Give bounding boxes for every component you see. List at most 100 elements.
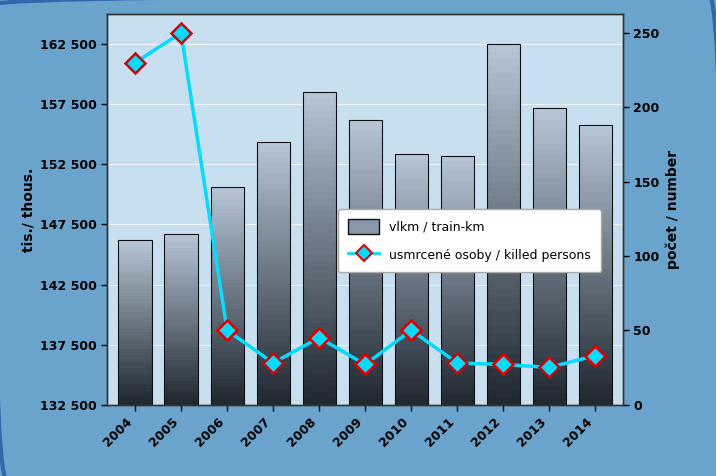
Bar <box>579 242 612 248</box>
Bar <box>118 348 152 352</box>
Bar <box>165 333 198 337</box>
Bar <box>118 306 152 309</box>
Bar <box>211 187 243 191</box>
Bar <box>487 347 520 354</box>
Bar <box>303 111 336 117</box>
Bar <box>349 291 382 297</box>
Bar <box>211 248 243 252</box>
Bar <box>256 247 290 252</box>
Bar <box>349 393 382 399</box>
Bar <box>533 316 566 322</box>
Bar <box>487 109 520 116</box>
Bar <box>533 298 566 304</box>
Bar <box>303 198 336 205</box>
Bar <box>487 80 520 88</box>
Bar <box>579 348 612 354</box>
Bar <box>440 345 474 350</box>
Bar <box>211 400 243 405</box>
Bar <box>211 231 243 235</box>
Bar <box>395 369 427 375</box>
Bar <box>165 292 198 296</box>
Bar <box>579 208 612 214</box>
Bar <box>349 166 382 171</box>
Bar <box>487 225 520 232</box>
Bar <box>349 211 382 217</box>
Bar <box>395 234 427 239</box>
Bar <box>395 264 427 269</box>
Bar <box>349 149 382 154</box>
Bar <box>303 336 336 342</box>
Bar <box>211 196 243 200</box>
Bar <box>395 385 427 389</box>
Bar <box>165 367 198 370</box>
Bar <box>395 355 427 359</box>
Bar <box>256 326 290 331</box>
Bar <box>349 217 382 222</box>
Bar <box>303 192 336 198</box>
Bar <box>211 339 243 344</box>
Bar <box>579 220 612 226</box>
Bar <box>533 203 566 209</box>
Bar <box>579 125 612 405</box>
Bar <box>487 124 520 131</box>
Bar <box>303 92 336 405</box>
Bar <box>440 196 474 201</box>
Bar <box>440 221 474 226</box>
Bar <box>118 243 152 247</box>
Bar <box>440 380 474 385</box>
Bar <box>211 296 243 300</box>
Bar <box>579 393 612 399</box>
Bar <box>533 138 566 144</box>
Bar <box>440 350 474 355</box>
Bar <box>256 141 290 405</box>
Bar <box>256 305 290 310</box>
Bar <box>211 187 243 405</box>
Bar <box>349 188 382 194</box>
Bar <box>533 191 566 197</box>
Bar <box>487 282 520 289</box>
Bar <box>118 240 152 243</box>
Bar <box>211 235 243 239</box>
Bar <box>395 304 427 309</box>
Bar <box>579 304 612 309</box>
Bar <box>211 218 243 222</box>
Bar <box>256 231 290 236</box>
Bar <box>395 219 427 224</box>
Bar <box>211 344 243 348</box>
Bar <box>256 199 290 205</box>
Bar <box>533 149 566 156</box>
Bar <box>165 285 198 288</box>
Bar <box>303 380 336 386</box>
Bar <box>256 236 290 241</box>
Bar <box>487 51 520 59</box>
Bar <box>118 240 152 405</box>
Bar <box>487 268 520 275</box>
Bar <box>579 343 612 348</box>
Bar <box>165 398 198 401</box>
Bar <box>440 375 474 380</box>
Bar <box>211 292 243 296</box>
Bar <box>256 215 290 220</box>
Bar <box>211 313 243 317</box>
Bar <box>579 388 612 393</box>
Bar <box>256 205 290 210</box>
Bar <box>349 171 382 177</box>
Bar <box>211 327 243 331</box>
Bar <box>349 382 382 387</box>
Bar <box>256 147 290 152</box>
Bar <box>211 374 243 378</box>
Bar <box>487 390 520 397</box>
Bar <box>256 194 290 199</box>
Bar <box>533 250 566 256</box>
Bar <box>533 310 566 316</box>
Bar <box>303 267 336 273</box>
Bar <box>395 164 427 169</box>
Bar <box>487 167 520 174</box>
Bar <box>579 226 612 231</box>
Bar <box>303 230 336 236</box>
Bar <box>118 342 152 346</box>
Bar <box>487 181 520 188</box>
Bar <box>533 108 566 114</box>
Bar <box>303 248 336 255</box>
Bar <box>533 156 566 161</box>
